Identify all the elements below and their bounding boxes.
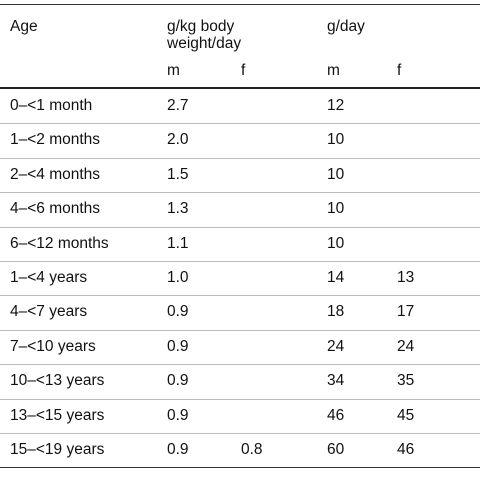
row-rule [0,364,480,366]
row-rule [0,261,480,262]
gkg-m-cell: 1.0 [167,269,189,286]
gday-f-cell: 35 [397,372,415,390]
gkg-m-cell: 2.7 [167,97,189,114]
gkg-m-cell: 0.9 [167,337,189,355]
gday-f-cell: 45 [397,406,415,424]
gkg-m-cell: 0.9 [167,372,189,390]
gday-m-cell: 12 [327,97,345,114]
age-cell: 0–<1 month [10,97,93,114]
age-cell: 13–<15 years [10,406,105,424]
row-rule [0,329,480,331]
header-m: m [327,62,340,79]
row-rule [0,295,480,297]
gkg-m-cell: 0.9 [167,303,189,321]
age-cell: 6–<12 months [10,234,109,252]
gkg-m-cell: 1.1 [167,234,189,252]
gday-m-cell: 10 [327,131,345,149]
age-cell: 2–<4 months [10,165,101,183]
gday-f-cell: 13 [397,269,415,286]
age-cell: 10–<13 years [10,372,105,390]
gday-f-cell: 17 [397,303,415,321]
gday-m-cell: 46 [327,406,345,424]
bottom-rule [0,467,480,469]
age-cell: 1–<2 months [10,131,101,149]
gday-m-cell: 60 [327,441,345,458]
age-cell: 4–<6 months [10,200,101,218]
row-rule [0,123,480,125]
gday-m-cell: 10 [327,165,345,183]
gday-m-cell: 14 [327,269,345,286]
row-rule [0,226,480,228]
age-cell: 1–<4 years [10,269,88,286]
gkg-m-cell: 1.5 [167,165,189,183]
gkg-m-cell: 1.3 [167,200,189,218]
gday-m-cell: 18 [327,303,345,321]
gday-f-cell: 46 [397,441,415,458]
gkg-m-cell: 0.9 [167,441,189,458]
row-rule [0,398,480,400]
header-age: Age [10,18,38,35]
age-cell: 4–<7 years [10,303,88,321]
gday-m-cell: 10 [327,234,345,252]
gday-f-cell: 24 [397,337,415,355]
gday-m-cell: 34 [327,372,345,390]
gkg-f-cell: 0.8 [241,441,263,458]
top-rule [0,4,480,5]
header-f: f [397,62,402,79]
age-cell: 7–<10 years [10,337,96,355]
header-gkg: g/kg body weight/day [167,18,242,52]
row-rule [0,157,480,159]
gday-m-cell: 10 [327,200,345,218]
row-rule [0,433,480,434]
gkg-m-cell: 2.0 [167,131,189,149]
age-cell: 15–<19 years [10,441,105,458]
header-m: m [167,62,180,79]
header-gday: g/day [327,18,365,35]
gkg-m-cell: 0.9 [167,406,189,424]
header-f: f [241,62,246,79]
row-rule [0,192,480,194]
gday-m-cell: 24 [327,337,345,355]
header-rule [0,87,480,89]
